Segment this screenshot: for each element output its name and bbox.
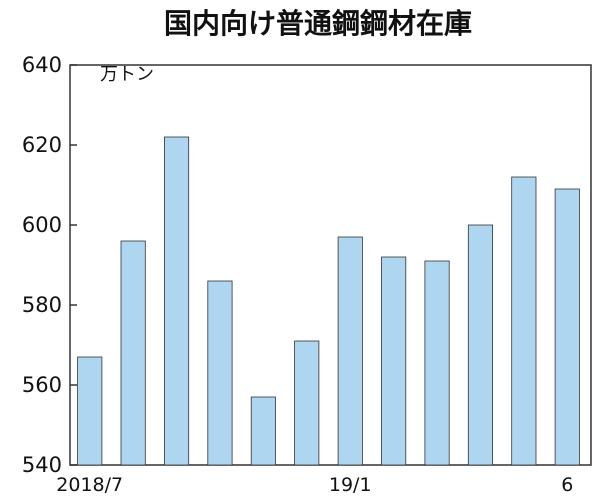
bar-2018-8 <box>120 240 146 466</box>
bar-2018-10 <box>207 280 233 466</box>
chart-title: 国内向け普通鋼鋼材在庫 <box>164 7 472 40</box>
y-tick-label-620: 620 <box>22 133 62 157</box>
bars <box>77 136 580 466</box>
x-tick-label-1: 19/1 <box>329 474 372 496</box>
y-tick-label-600: 600 <box>22 213 62 237</box>
bar-6 <box>554 188 580 466</box>
bar-2019-4 <box>467 224 493 466</box>
bar-2019-3 <box>424 260 450 466</box>
x-tick-label-2: 6 <box>561 474 573 496</box>
y-tick-label-540: 540 <box>22 453 62 477</box>
y-tick-label-580: 580 <box>22 293 62 317</box>
plot-frame <box>69 64 592 466</box>
bar-2019-2 <box>381 256 407 466</box>
x-axis: 2018/7 19/1 6 <box>56 474 573 496</box>
y-axis: 540 560 580 600 620 640 <box>22 53 77 477</box>
bar-2018-11 <box>250 396 276 466</box>
unit-label: 万トン <box>100 64 154 85</box>
bar-19-1 <box>337 236 363 466</box>
bar-2018-9 <box>163 136 190 466</box>
bar-2018-12 <box>294 340 320 466</box>
bar-2019-5 <box>511 176 537 466</box>
x-tick-label-0: 2018/7 <box>56 474 123 496</box>
y-tick-label-640: 640 <box>22 53 62 77</box>
y-tick-label-560: 560 <box>22 373 62 397</box>
bar-2018-7 <box>77 356 103 466</box>
